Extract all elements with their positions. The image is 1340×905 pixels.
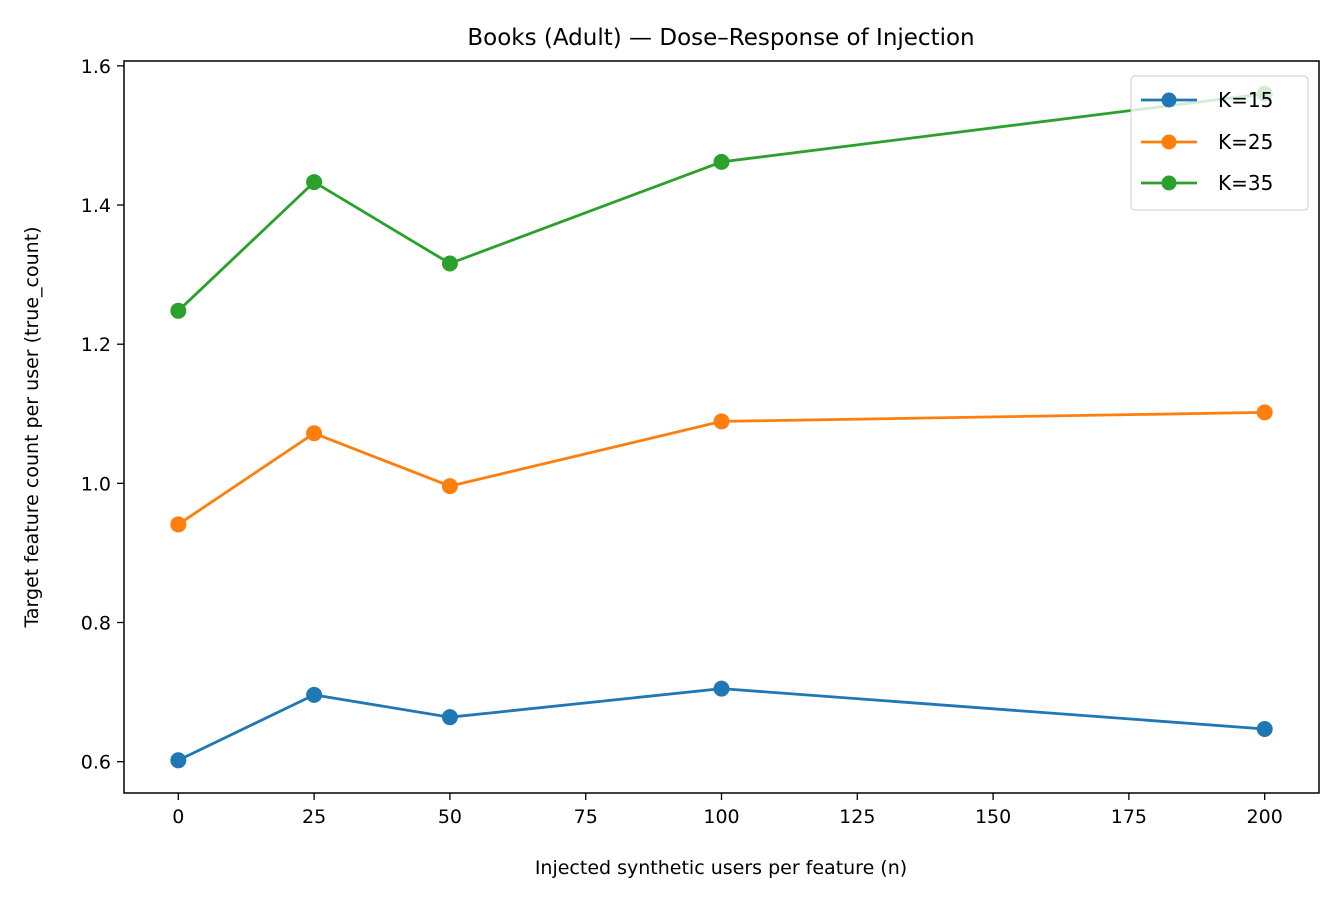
legend-marker-k35 [1161, 175, 1177, 191]
series-k15 [170, 680, 1273, 769]
data-point-k25 [713, 413, 730, 430]
legend-frame [1130, 75, 1309, 211]
data-point-k35 [306, 174, 323, 191]
plot-frame [123, 60, 1320, 794]
data-point-k25 [441, 478, 458, 495]
y-axis-label: Target feature count per user (true_coun… [21, 226, 43, 628]
x-axis-label: Injected synthetic users per feature (n) [535, 857, 907, 879]
data-point-k35 [713, 153, 730, 170]
x-tick-label: 50 [438, 806, 462, 828]
legend-label-k25: K=25 [1218, 130, 1273, 154]
x-tick-label: 75 [574, 806, 598, 828]
chart-title: Books (Adult) — Dose–Response of Injecti… [467, 25, 974, 51]
x-tick-label: 100 [703, 806, 739, 828]
x-tick-label: 175 [1111, 806, 1147, 828]
data-point-k15 [713, 680, 730, 697]
legend: K=15 K=25 K=35 [1130, 75, 1309, 211]
legend-label-k15: K=15 [1218, 88, 1273, 112]
data-point-k35 [441, 255, 458, 272]
legend-item-k25: K=25 [1141, 130, 1273, 154]
data-point-k15 [170, 752, 187, 769]
x-tick-label: 150 [975, 806, 1011, 828]
y-tick-label: 1.0 [81, 473, 111, 495]
y-tick-label: 1.6 [81, 56, 111, 78]
x-tick-label: 125 [839, 806, 875, 828]
data-point-k25 [170, 516, 187, 533]
y-tick-label: 1.4 [81, 195, 111, 217]
y-tick-label: 0.6 [81, 752, 111, 774]
y-axis-ticks: 0.6 0.8 1.0 1.2 1.4 1.6 [81, 56, 124, 774]
legend-marker-k25 [1161, 134, 1177, 150]
y-tick-label: 1.2 [81, 334, 111, 356]
data-point-k25 [1256, 404, 1273, 421]
data-point-k15 [441, 709, 458, 726]
data-point-k15 [306, 686, 323, 703]
x-axis-ticks: 0 25 50 75 100 125 150 175 200 [172, 793, 1283, 828]
legend-item-k35: K=35 [1141, 171, 1273, 195]
x-tick-label: 200 [1247, 806, 1283, 828]
data-point-k35 [170, 302, 187, 319]
legend-item-k15: K=15 [1141, 88, 1273, 112]
x-tick-label: 25 [302, 806, 326, 828]
data-point-k25 [306, 425, 323, 442]
legend-label-k35: K=35 [1218, 171, 1273, 195]
x-tick-label: 0 [172, 806, 184, 828]
legend-marker-k15 [1161, 92, 1177, 108]
series-k25 [170, 404, 1273, 533]
y-tick-label: 0.8 [81, 613, 111, 635]
data-point-k15 [1256, 720, 1273, 737]
